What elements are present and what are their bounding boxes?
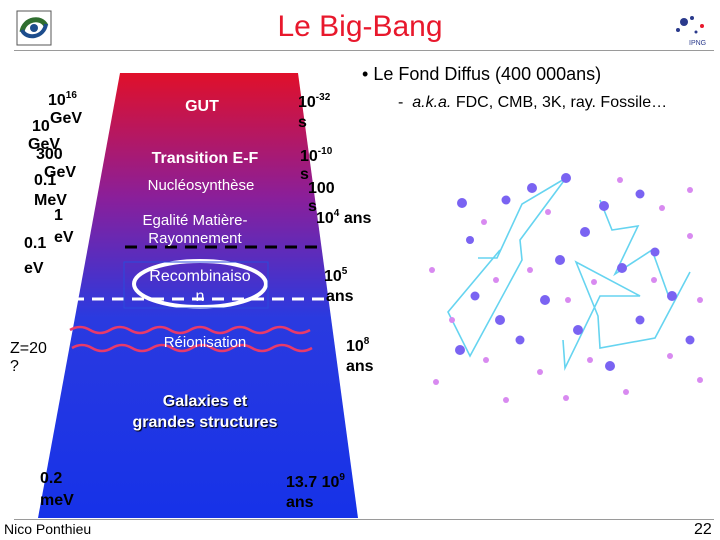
- photon-random-walk: [447, 177, 691, 372]
- institution-logo-right: IPNG: [672, 12, 712, 50]
- energy-unit-2: GeV: [28, 136, 61, 153]
- energy-unit-7: meV: [40, 492, 74, 509]
- energy-unit-6: eV: [24, 260, 44, 277]
- time-unit-1: s: [298, 114, 307, 131]
- time-unit-7: ans: [286, 494, 314, 511]
- epoch-galaxies-line2: grandes structures: [132, 414, 278, 431]
- sub-dash: -: [398, 94, 404, 111]
- recombination-box: [123, 261, 269, 309]
- institution-logo-left: [16, 10, 52, 46]
- epoch-galaxies-line1: Galaxies et: [162, 393, 248, 410]
- time-unit-3: s: [308, 198, 317, 215]
- time-label-4: 104 ans: [316, 208, 372, 228]
- bullet-text: Le Fond Diffus (400 000ans): [373, 64, 602, 84]
- energy-label-1: 1016: [48, 90, 77, 110]
- energy-unit-3: GeV: [44, 164, 77, 181]
- header-divider: [14, 50, 714, 51]
- epoch-equality-line2: Rayonnement: [148, 230, 242, 247]
- epoch-transition: Transition E-F: [151, 150, 259, 167]
- energy-label-3: 300: [36, 146, 63, 163]
- reionisation-wave-1: [69, 325, 311, 335]
- epoch-nucleosynthesis: Nucléosynthèse: [147, 177, 255, 194]
- time-label-2: 10-10: [300, 146, 333, 166]
- particles-purple: [455, 173, 695, 371]
- footer-author: Nico Ponthieu: [4, 521, 92, 537]
- epoch-recombination-line2: n: [195, 288, 205, 305]
- epoch-reionisation: Réionisation: [163, 334, 247, 351]
- energy-label-2: 10: [32, 118, 50, 135]
- redshift-question: ?: [10, 358, 19, 375]
- time-label-5: 105: [324, 266, 348, 286]
- time-label-1: 10-32: [298, 92, 331, 112]
- time-unit-6: ans: [346, 358, 374, 375]
- energy-label-7: 0.2: [40, 470, 63, 487]
- bullet-cmb: • Le Fond Diffus (400 000ans): [362, 64, 602, 84]
- energy-unit-5: eV: [54, 229, 74, 246]
- sub-aliases: FDC, CMB, 3K, ray. Fossile…: [455, 94, 668, 111]
- reionisation-wave-2: [71, 343, 313, 353]
- energy-label-6: 0.1: [24, 235, 47, 252]
- epoch-gut: GUT: [185, 98, 219, 115]
- epoch-recombination-line1: Recombinaiso: [149, 268, 251, 285]
- redshift-label: Z=20: [10, 340, 47, 357]
- universe-funnel: [38, 73, 358, 518]
- time-unit-5: ans: [326, 288, 354, 305]
- energy-label-5: 1: [54, 207, 63, 224]
- slide-title: Le Big-Bang: [277, 10, 443, 43]
- time-label-6: 108: [346, 336, 370, 356]
- time-label-7: 13.7 109: [286, 472, 345, 492]
- footer-divider: [14, 519, 714, 520]
- sub-abbr: a.k.a.: [412, 94, 452, 111]
- particles-pink: [429, 177, 703, 403]
- time-unit-2: s: [300, 166, 309, 183]
- sub-bullet-aliases: - a.k.a. FDC, CMB, 3K, ray. Fossile…: [398, 94, 667, 112]
- time-label-3: 100: [308, 180, 335, 197]
- page-number: 22: [694, 521, 712, 538]
- recombination-ring: [132, 259, 268, 309]
- epoch-equality-line1: Egalité Matière-: [142, 212, 248, 229]
- energy-unit-1: GeV: [50, 110, 83, 127]
- svg-text:IPNG: IPNG: [689, 40, 706, 47]
- energy-label-4: 0.1: [34, 172, 57, 189]
- energy-unit-4: MeV: [34, 192, 67, 209]
